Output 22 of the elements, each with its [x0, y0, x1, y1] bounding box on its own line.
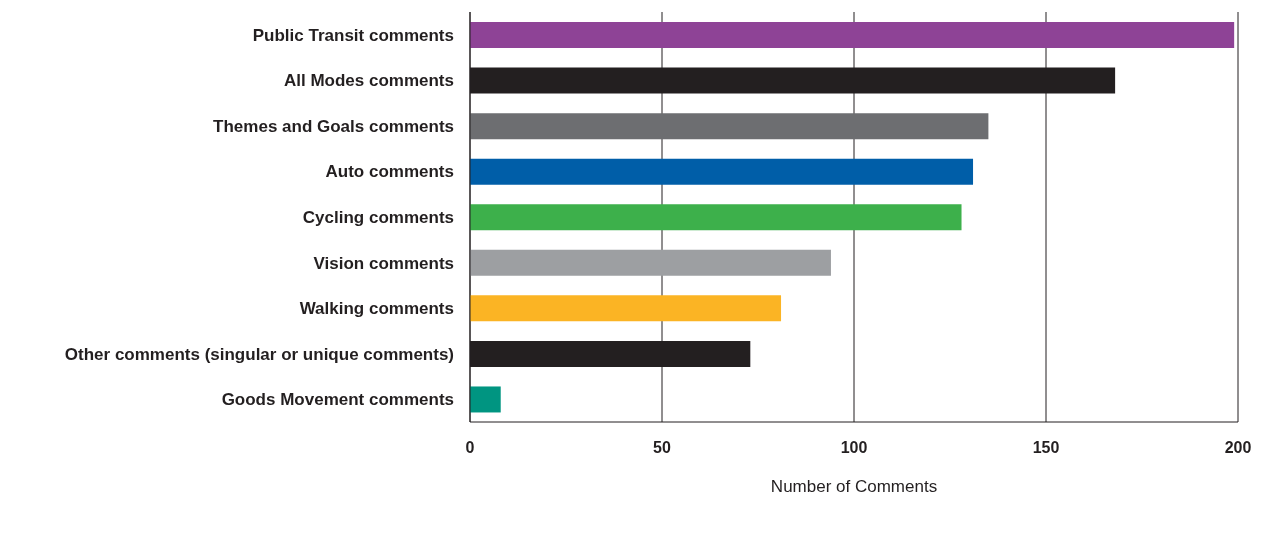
bar: [470, 386, 501, 413]
bar: [470, 158, 974, 185]
x-axis-title: Number of Comments: [770, 477, 938, 496]
x-tick-label: 50: [653, 439, 671, 457]
y-tick-label: Other comments (singular or unique comments): [64, 344, 454, 364]
y-tick-label: Public Transit comments: [252, 25, 454, 45]
y-tick-label: Goods Movement comments: [221, 390, 454, 410]
y-tick-label: Cycling comments: [302, 208, 454, 228]
bar: [470, 113, 989, 140]
bar: [470, 204, 962, 231]
x-tick-label: 200: [1224, 439, 1252, 457]
x-tick-label: 0: [465, 439, 475, 457]
y-tick-label: Vision comments: [313, 253, 454, 273]
x-tick-label: 100: [840, 439, 868, 457]
y-tick-label: Themes and Goals comments: [213, 116, 454, 136]
y-tick-label: Auto comments: [325, 162, 454, 182]
y-tick-label: Walking comments: [299, 299, 454, 319]
bar: [470, 249, 831, 276]
y-tick-label: All Modes comments: [283, 71, 454, 91]
bar: [470, 295, 782, 322]
bar: [470, 22, 1235, 49]
x-tick-label: 150: [1032, 439, 1060, 457]
